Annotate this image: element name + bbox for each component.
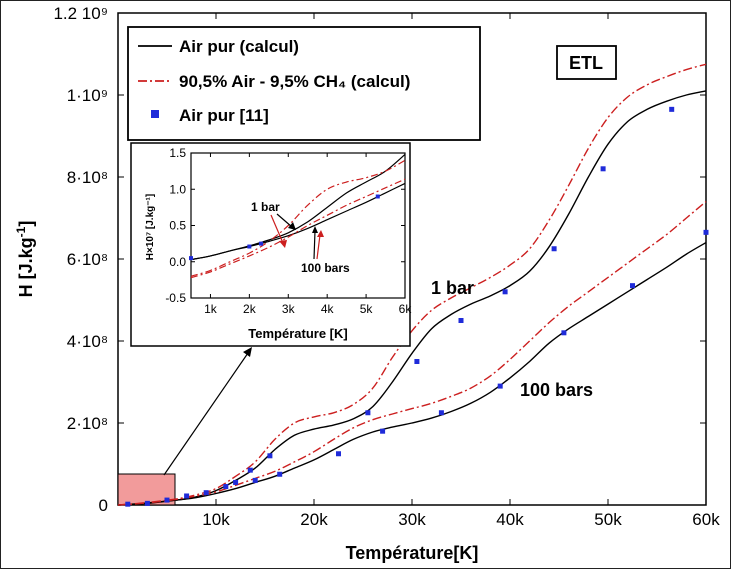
mix-line-100-bars: [117, 201, 707, 506]
legend-label-points: Air pur [11]: [179, 106, 269, 125]
air-line-100-bars: [117, 241, 707, 506]
x-tick-label: 40k: [496, 510, 524, 529]
main-series-lines: [117, 63, 707, 506]
main-x-axis-label: Température[K]: [346, 543, 479, 563]
x-tick-label: 10k: [202, 510, 230, 529]
legend-label-mix: 90,5% Air - 9,5% CH₄ (calcul): [179, 72, 410, 91]
inset-series-lines: [190, 153, 406, 279]
x-tick-label: 5k: [360, 302, 374, 316]
mix-line-1-bar: [117, 63, 707, 506]
y-tick-label: -0.5: [165, 291, 186, 305]
data-point-1-bar: [125, 501, 131, 507]
mix-line-100-bars: [190, 178, 406, 279]
y-tick-label: 1.2 10⁹: [53, 4, 108, 23]
zoom-arrow: [163, 352, 249, 476]
y-tick-label: 1.5: [169, 146, 186, 160]
data-point-1-bar: [247, 467, 253, 473]
data-point-100-bars: [438, 410, 444, 416]
zoom-arrowhead: [243, 347, 252, 357]
inset-arrow-1-bar-red: [270, 214, 284, 244]
x-tick-label: 50k: [594, 510, 622, 529]
x-tick-label: 3k: [282, 302, 296, 316]
data-point-100-bars: [630, 283, 635, 289]
y-tick-label: 8·10⁸: [67, 168, 108, 187]
legend-swatch-points: [151, 110, 159, 118]
data-point-1-bar: [164, 497, 170, 503]
data-point-1-bar: [458, 318, 464, 323]
y-tick-label: 1.0: [169, 182, 186, 196]
inset-arrowhead-100-bars-red: [317, 230, 324, 237]
data-point-1-bar: [184, 493, 190, 499]
inset-arrowhead-100-bars-black: [312, 226, 318, 233]
y-tick-label: 0.5: [169, 219, 186, 233]
data-point-1-bar: [551, 246, 557, 252]
data-point-100-bars: [277, 471, 283, 477]
etl-tag: ETL: [569, 53, 603, 73]
inset-series-points: [189, 194, 380, 261]
label-100-bars: 100 bars: [520, 380, 593, 400]
data-point-100-bars: [561, 330, 567, 336]
y-tick-label: 4·10⁸: [67, 332, 108, 351]
data-point-100-bars: [336, 451, 341, 457]
data-point-1-bar: [259, 241, 264, 246]
x-tick-label: 2k: [243, 302, 257, 316]
data-point-100-bars: [380, 428, 386, 434]
legend-label-air: Air pur (calcul): [179, 37, 299, 56]
inset-arrow-100-bars-black: [313, 230, 316, 260]
main-ticks: 10k 20k 30k 40k 50k 60k 0 2·10⁸ 4·10⁸ 6·10⁸ 8·10⁸ 1…: [53, 4, 720, 529]
data-point-1-bar: [669, 106, 675, 112]
inset-label-1-bar: 1 bar: [251, 200, 280, 214]
data-point-1-bar: [365, 410, 371, 416]
data-point-100-bars: [497, 383, 503, 389]
data-point-1-bar: [223, 484, 229, 490]
data-point-1-bar: [375, 194, 380, 199]
main-y-axis-label: H [J.kg-1]: [14, 221, 36, 298]
y-tick-label: 0: [99, 496, 108, 515]
inset-label-100-bars: 100 bars: [301, 261, 350, 275]
data-point-100-bars: [703, 229, 709, 235]
y-tick-label: 1·10⁹: [67, 86, 108, 105]
data-point-100-bars: [252, 477, 258, 483]
data-point-1-bar: [600, 166, 606, 172]
main-series-points: [125, 106, 709, 507]
data-point-1-bar: [247, 244, 252, 249]
inset-arrow-1-bar-black: [276, 213, 293, 228]
x-tick-label: 1k: [204, 302, 218, 316]
data-point-1-bar: [203, 490, 209, 496]
legend: Air pur (calcul) 90,5% Air - 9,5% CH₄ (c…: [127, 26, 481, 141]
data-point-1-bar: [414, 359, 420, 364]
legend-box: [127, 26, 481, 141]
inset-y-axis-label: H×10⁷ [J.kg⁻¹]: [145, 194, 156, 260]
data-point-1-bar: [267, 453, 273, 459]
x-tick-label: 4k: [321, 302, 335, 316]
data-point-100-bars: [233, 479, 239, 485]
data-point-1-bar: [502, 289, 508, 295]
x-tick-label: 60k: [692, 510, 720, 529]
inset-ticks: 1k 2k 3k 4k 5k 6k -0.5 0.0 0.5 1.0 1.5: [165, 146, 412, 316]
x-tick-label: 30k: [398, 510, 426, 529]
inset-x-axis-label: Température [K]: [248, 326, 347, 341]
x-tick-label: 20k: [300, 510, 328, 529]
data-point-1-bar: [144, 500, 150, 506]
y-tick-label: 2·10⁸: [67, 414, 108, 433]
inset-plot-area: [190, 152, 406, 299]
inset-arrowhead-1-bar-black: [288, 222, 296, 230]
mix-line-1-bar: [190, 159, 406, 277]
etl-tag-box: [556, 45, 617, 80]
inset-arrow-100-bars-red: [316, 234, 321, 260]
x-tick-label: 6k: [399, 302, 413, 316]
inset-arrowhead-1-bar-red: [279, 240, 287, 248]
data-point-1-bar: [189, 256, 193, 261]
y-tick-label: 0.0: [169, 255, 186, 269]
main-y-axis-label-exponent: -1: [14, 226, 28, 237]
label-1-bar: 1 bar: [431, 278, 474, 298]
air-line-100-bars: [190, 182, 406, 261]
y-tick-label: 6·10⁸: [67, 250, 108, 269]
